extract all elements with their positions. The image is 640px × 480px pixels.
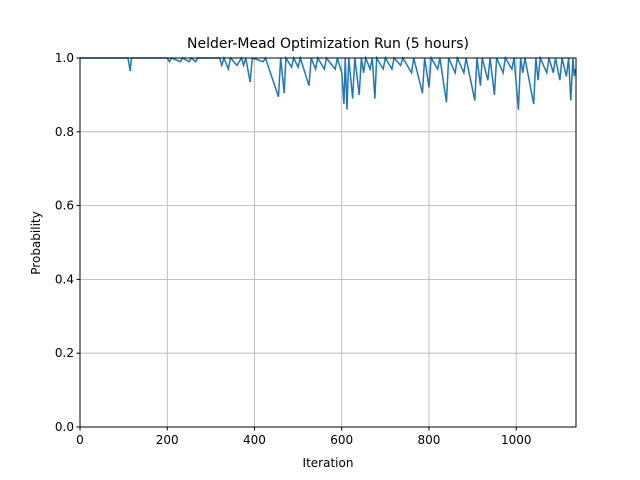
y-tick-label: 0.8 bbox=[55, 125, 74, 139]
y-tick-label: 0.6 bbox=[55, 199, 74, 213]
x-tick-label: 1000 bbox=[501, 433, 532, 447]
y-tick-label: 1.0 bbox=[55, 51, 74, 65]
y-tick-label: 0.2 bbox=[55, 346, 74, 360]
y-axis-label: Probability bbox=[29, 211, 43, 274]
x-tick-label: 0 bbox=[76, 433, 84, 447]
x-tick-label: 600 bbox=[330, 433, 353, 447]
y-tick-label: 0.4 bbox=[55, 272, 74, 286]
chart-title: Nelder-Mead Optimization Run (5 hours) bbox=[187, 36, 469, 52]
x-axis-label: Iteration bbox=[303, 456, 354, 470]
x-tick-label: 800 bbox=[418, 433, 441, 447]
x-tick-label: 400 bbox=[243, 433, 266, 447]
ticks: 0 200 400 600 800 1000 0.0 0.2 0.4 0.6 0.8 1.0 bbox=[55, 51, 532, 447]
x-tick-label: 200 bbox=[156, 433, 179, 447]
axes-frame bbox=[79, 57, 577, 428]
y-tick-label: 0.0 bbox=[55, 420, 74, 434]
